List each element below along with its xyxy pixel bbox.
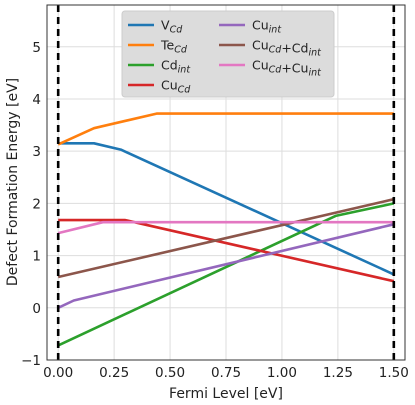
y-tick-label-6: 5 [32, 40, 41, 56]
series-line-5 [57, 197, 395, 279]
y-tick-label-5: 4 [32, 92, 41, 108]
legend-entry-4: Cuint [252, 18, 282, 36]
series-line-3 [58, 218, 395, 283]
legend-entry-0: VCd [161, 18, 183, 36]
y-tick-label-4: 3 [32, 144, 41, 160]
legend-entry-1: TeCd [160, 38, 188, 56]
y-tick-label-3: 2 [32, 196, 41, 212]
series-line-4 [57, 223, 395, 309]
y-tick-label-1: 0 [32, 301, 41, 317]
x-tick-labels: 0.00 0.25 0.50 0.75 1.00 1.25 1.50 [43, 365, 409, 381]
y-tick-labels: −1 0 1 2 3 4 5 [21, 40, 41, 369]
legend-entry-3: CuCd [161, 78, 191, 96]
x-tick-label-0: 0.00 [43, 365, 73, 381]
series-line-1 [57, 112, 394, 146]
series-line-0 [58, 142, 395, 276]
x-axis-label: Fermi Level [eV] [169, 386, 283, 402]
x-tick-label-2: 0.50 [155, 365, 185, 381]
plot-frame [46, 4, 406, 361]
x-tick-label-3: 0.75 [211, 365, 241, 381]
x-tick-label-4: 1.00 [267, 365, 297, 381]
legend: VCd TeCd Cdint CuCd Cuint CuCd+CdintCuCd+Cuin… [121, 10, 335, 98]
y-tick-label-2: 1 [32, 249, 41, 265]
legend-entry-5: CuCd+Cdint [252, 38, 322, 59]
x-tick-label-6: 1.50 [379, 365, 409, 381]
x-tick-label-1: 0.25 [99, 365, 129, 381]
legend-entry-2: Cdint [161, 58, 191, 76]
series-line-2 [57, 202, 395, 347]
x-tick-label-5: 1.25 [323, 365, 353, 381]
y-tick-label-0: −1 [21, 353, 41, 369]
legend-entry-6: CuCd+Cuint [252, 58, 322, 79]
y-axis-label: Defect Formation Energy [eV] [5, 78, 21, 286]
series-line-6 [57, 220, 394, 235]
legend-box [121, 10, 335, 98]
series-lines [57, 112, 395, 347]
